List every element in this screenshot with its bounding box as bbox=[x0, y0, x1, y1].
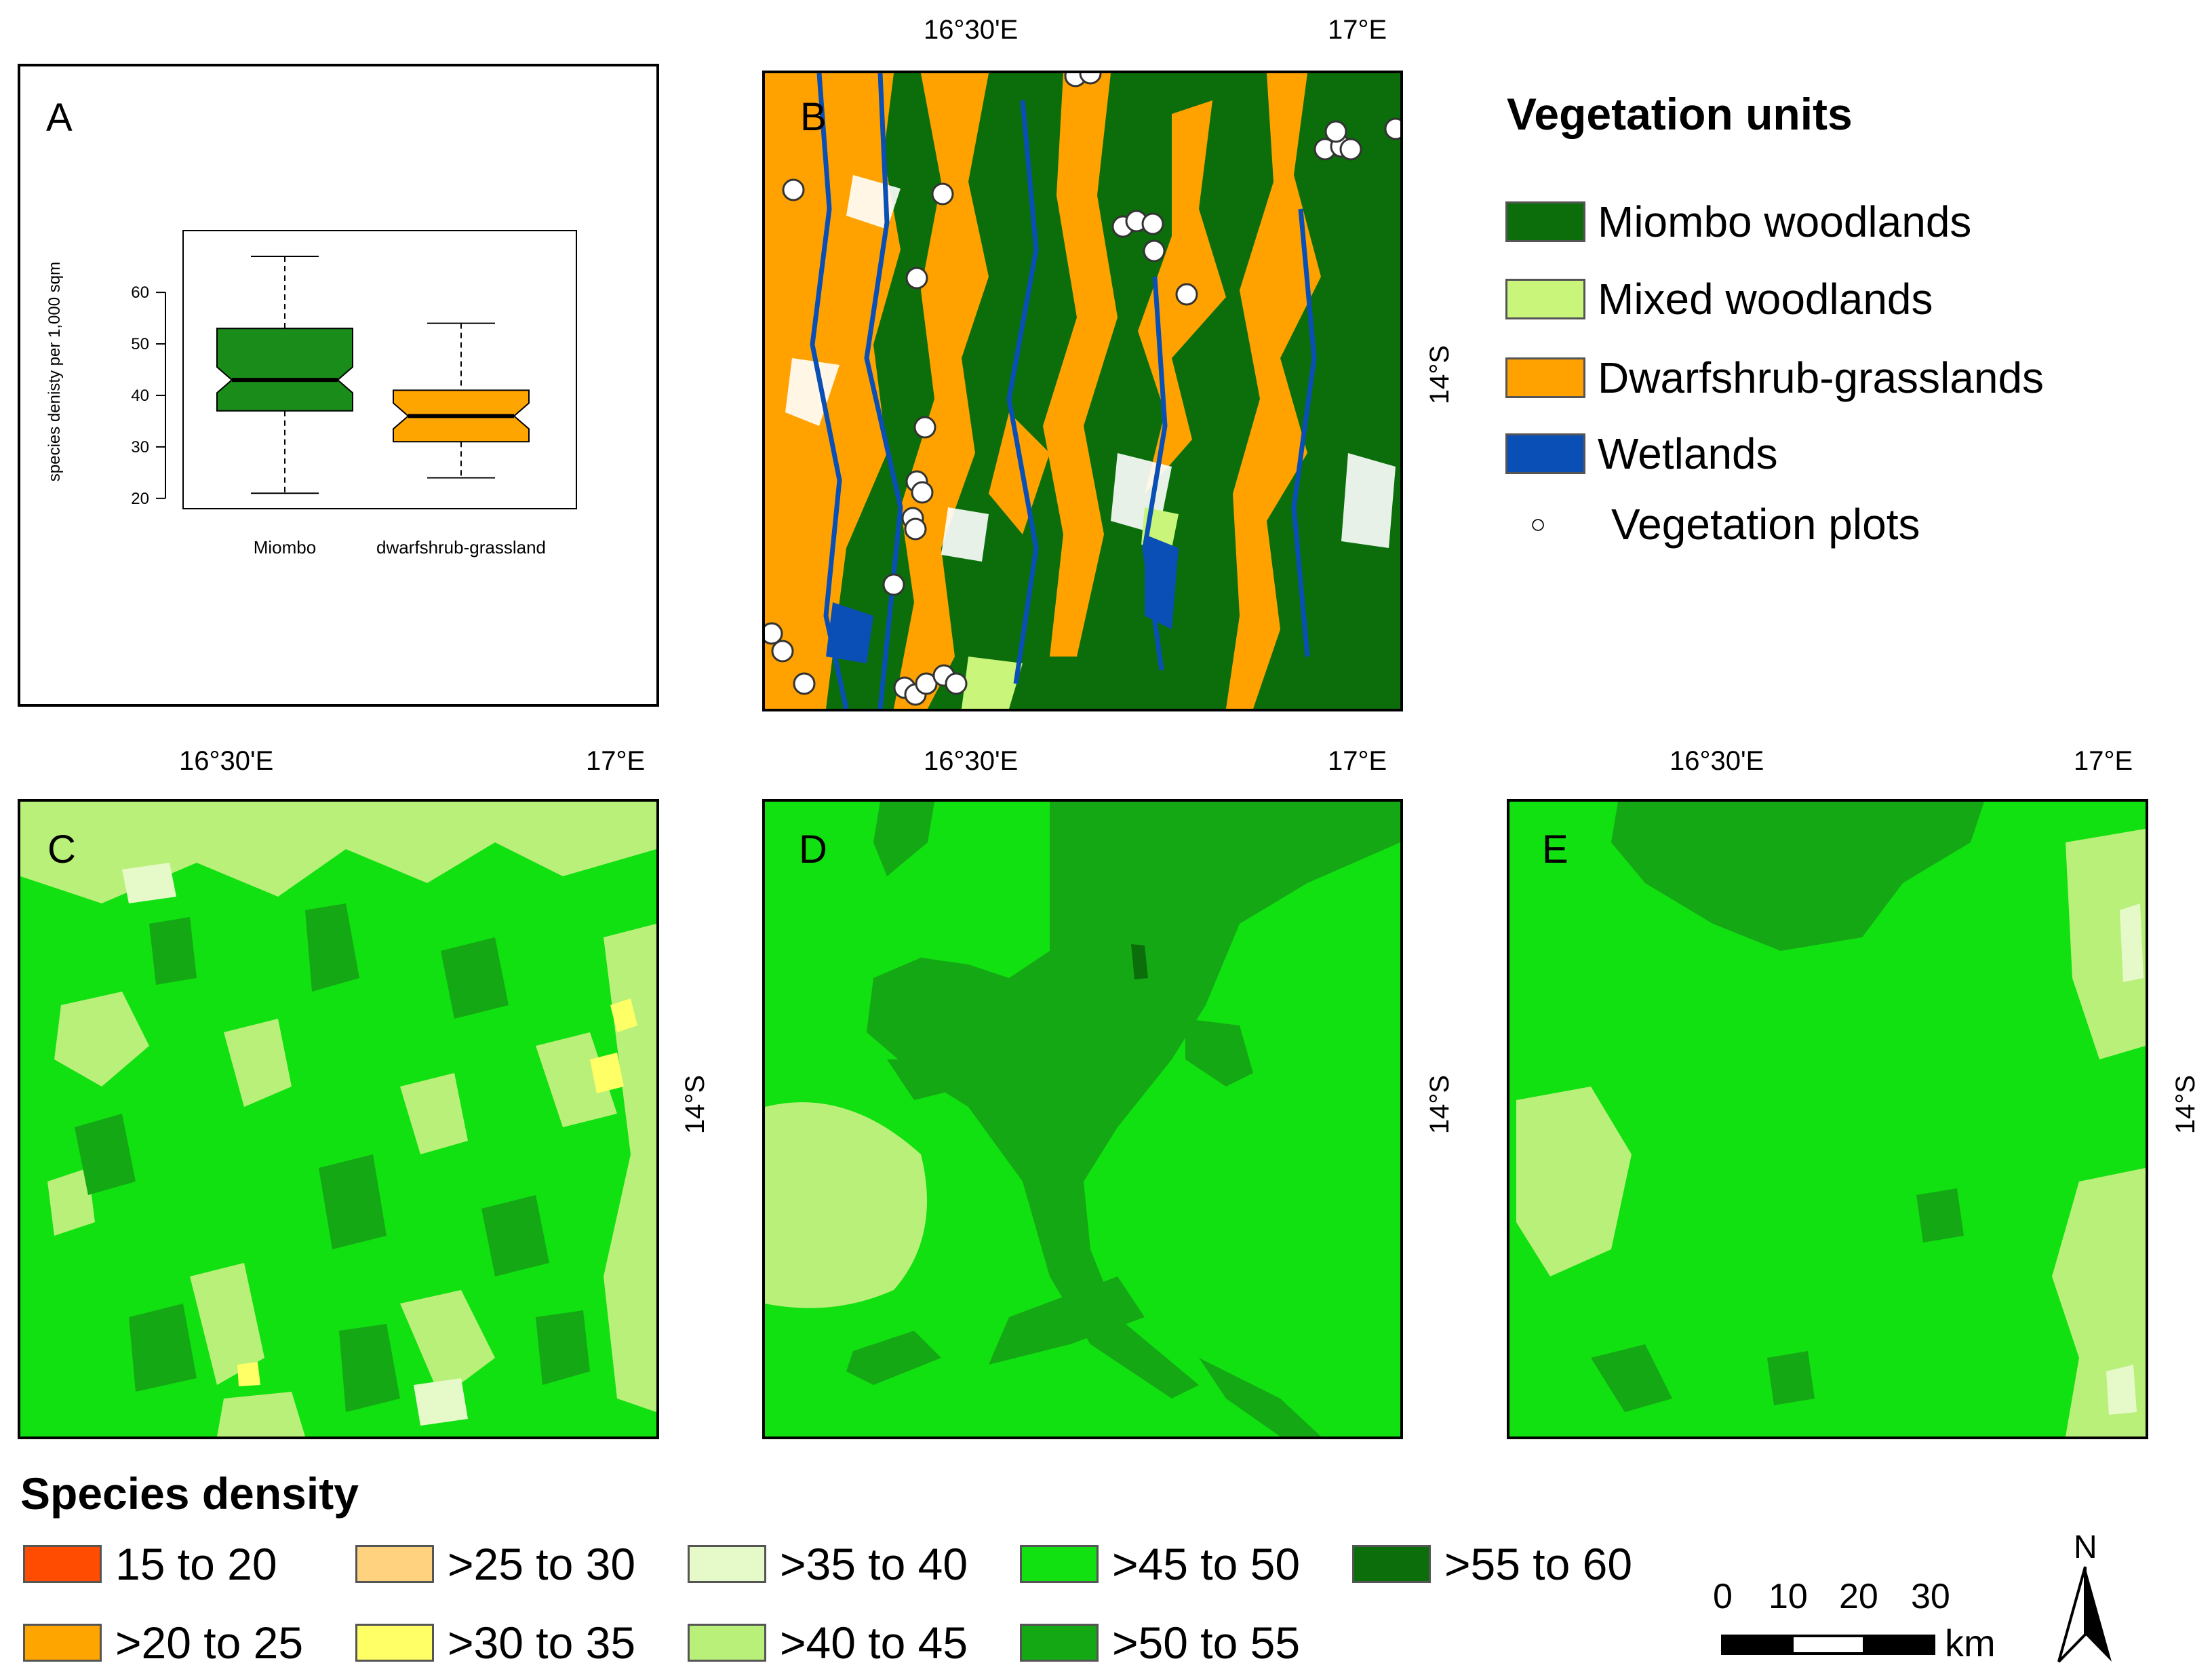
density-legend-item: >25 to 30 bbox=[355, 1538, 635, 1590]
scale-unit: km bbox=[1945, 1622, 1996, 1664]
b-lon-label-1: 16°30'E bbox=[924, 15, 1019, 45]
swatch-20-25 bbox=[23, 1624, 102, 1662]
density-legend-label: >45 to 50 bbox=[1112, 1539, 1301, 1589]
density-map-e: E bbox=[1516, 802, 2146, 1437]
veg-legend-title: Vegetation units bbox=[1507, 89, 1853, 139]
c-lon-label-1: 16°30'E bbox=[179, 746, 274, 776]
c-lat-label: 14°S bbox=[680, 1074, 711, 1135]
panel-b-vegetation-map: B bbox=[762, 71, 1403, 711]
swatch-25-30 bbox=[355, 1545, 434, 1583]
swatch-55-60 bbox=[1352, 1545, 1431, 1583]
density-legend-label: >40 to 45 bbox=[780, 1618, 968, 1668]
panel-e-density-map: E bbox=[1507, 799, 2148, 1439]
y-axis-label: species denisty per 1,000 sqm bbox=[45, 262, 64, 482]
scale-seg-2 bbox=[1793, 1637, 1863, 1652]
d-lon-label-1: 16°30'E bbox=[924, 746, 1019, 776]
density-legend-label: >50 to 55 bbox=[1112, 1618, 1301, 1668]
y-tick-label: 40 bbox=[131, 387, 149, 405]
boxplot-chart: 20 30 40 50 60 Miombo dwarfshrub-grassland spe… bbox=[45, 230, 577, 558]
veg-legend-label: Miombo woodlands bbox=[1598, 197, 1972, 246]
density-legend-item: 15 to 20 bbox=[23, 1538, 277, 1590]
swatch-miombo bbox=[1505, 201, 1585, 242]
veg-legend-label: Wetlands bbox=[1598, 429, 1778, 478]
scale-bar bbox=[1721, 1635, 1935, 1655]
c-lon-label-2: 17°E bbox=[586, 746, 646, 776]
swatch-wetlands bbox=[1505, 433, 1585, 474]
b-lon-label-2: 17°E bbox=[1328, 15, 1387, 45]
panel-b-letter: B bbox=[800, 95, 827, 139]
box-1 bbox=[216, 328, 353, 412]
e-lat-label: 14°S bbox=[2171, 1074, 2201, 1135]
north-arrow-icon bbox=[2057, 1566, 2112, 1663]
d-lat-label: 14°S bbox=[1425, 1074, 1455, 1135]
scale-tick-10: 10 bbox=[1769, 1577, 1808, 1616]
density-legend-title: Species density bbox=[20, 1468, 359, 1519]
density-map-d: D bbox=[765, 802, 1400, 1437]
y-tick-label: 30 bbox=[131, 438, 149, 456]
density-legend-label: 15 to 20 bbox=[115, 1539, 277, 1589]
density-legend-item: >45 to 50 bbox=[1020, 1538, 1300, 1590]
swatch-35-40 bbox=[688, 1545, 766, 1583]
panel-a-letter: A bbox=[46, 96, 73, 140]
veg-legend-item: ○ Vegetation plots bbox=[1530, 499, 1920, 549]
plot-symbol: ○ bbox=[1530, 509, 1547, 539]
x-category-label: Miombo bbox=[254, 537, 316, 558]
swatch-mixed bbox=[1505, 279, 1585, 319]
swatch-40-45 bbox=[688, 1624, 766, 1662]
density-legend-item: >50 to 55 bbox=[1020, 1617, 1300, 1668]
veg-legend-item: Wetlands bbox=[1505, 429, 1778, 479]
swatch-dwarfshrub bbox=[1505, 357, 1585, 398]
veg-legend-item: Dwarfshrub-grasslands bbox=[1505, 353, 2044, 403]
density-legend-item: >40 to 45 bbox=[688, 1617, 968, 1668]
density-legend-item: >35 to 40 bbox=[688, 1538, 968, 1590]
density-legend-item: >30 to 35 bbox=[355, 1617, 635, 1668]
density-legend-label: >30 to 35 bbox=[448, 1618, 636, 1668]
scale-seg-3 bbox=[1863, 1637, 1933, 1652]
panel-c-density-map: C bbox=[18, 799, 659, 1439]
swatch-45-50 bbox=[1020, 1545, 1099, 1583]
veg-legend-item: Mixed woodlands bbox=[1505, 274, 1933, 324]
d-lon-label-2: 17°E bbox=[1328, 746, 1387, 776]
scale-tick-20: 20 bbox=[1839, 1577, 1878, 1616]
y-tick-label: 20 bbox=[131, 490, 149, 508]
scale-tick-0: 0 bbox=[1713, 1577, 1733, 1616]
scale-tick-30: 30 bbox=[1911, 1577, 1950, 1616]
density-legend-label: >25 to 30 bbox=[448, 1539, 636, 1589]
e-lon-label-2: 17°E bbox=[2074, 746, 2133, 776]
e-lon-label-1: 16°30'E bbox=[1670, 746, 1764, 776]
swatch-30-35 bbox=[355, 1624, 434, 1662]
panel-d-letter: D bbox=[799, 827, 827, 872]
swatch-50-55 bbox=[1020, 1624, 1099, 1662]
density-legend-label: >20 to 25 bbox=[115, 1618, 304, 1668]
swatch-15-20 bbox=[23, 1545, 102, 1583]
panel-e-letter: E bbox=[1542, 827, 1568, 872]
scale-seg-1 bbox=[1724, 1637, 1794, 1652]
density-legend-item: >20 to 25 bbox=[23, 1617, 303, 1668]
veg-legend-item: Miombo woodlands bbox=[1505, 197, 1971, 247]
panel-d-density-map: D bbox=[762, 799, 1403, 1439]
vegetation-map: B bbox=[765, 73, 1400, 709]
b-lat-label: 14°S bbox=[1425, 345, 1455, 405]
veg-legend-label: Mixed woodlands bbox=[1598, 275, 1933, 324]
density-legend-label: >55 to 60 bbox=[1444, 1539, 1633, 1589]
y-tick-label: 50 bbox=[131, 335, 149, 353]
density-legend-label: >35 to 40 bbox=[780, 1539, 968, 1589]
veg-legend-label: Vegetation plots bbox=[1611, 500, 1920, 549]
y-tick-label: 60 bbox=[131, 284, 149, 302]
north-label: N bbox=[2074, 1529, 2097, 1565]
density-map-c: C bbox=[20, 802, 656, 1437]
density-legend-item: >55 to 60 bbox=[1352, 1538, 1632, 1590]
x-category-label: dwarfshrub-grassland bbox=[376, 537, 546, 558]
panel-c-letter: C bbox=[47, 827, 76, 872]
plot-area bbox=[182, 230, 577, 509]
panel-a-boxplot: A 20 30 40 50 60 Miombo dwarfshrub-grassland s… bbox=[18, 64, 659, 707]
veg-legend-label: Dwarfshrub-grasslands bbox=[1598, 353, 2045, 402]
